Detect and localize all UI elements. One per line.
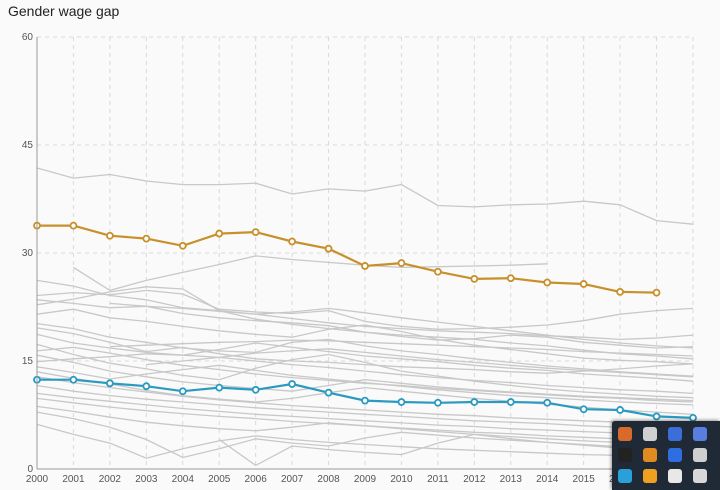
x-tick-label: 2011 [427,474,449,485]
x-tick-label: 2014 [536,474,559,485]
data-point [361,396,369,405]
speaker-icon[interactable] [618,427,632,441]
background-series-line [36,405,694,446]
phone-icon[interactable] [618,448,632,462]
x-tick-label: 2001 [62,474,85,485]
usb-icon[interactable] [693,469,707,483]
data-point [616,287,625,296]
background-series-line [36,411,694,459]
x-tick-label: 2006 [245,474,268,485]
data-point [397,259,406,267]
shield-icon[interactable] [668,469,682,483]
chart-title: Gender wage gap [8,3,120,19]
data-point [470,275,479,283]
background-series-line [36,376,694,426]
bluetooth-icon[interactable] [668,448,682,462]
background-series-line [36,353,694,395]
x-tick-label: 2012 [463,474,486,485]
power-icon[interactable] [643,469,657,483]
data-point [215,383,224,392]
data-point [288,380,297,388]
x-tick-label: 2015 [573,474,596,485]
data-point [433,267,442,276]
x-tick-label: 2010 [390,474,413,485]
data-point [215,229,224,238]
y-tick-label: 0 [27,464,33,475]
y-tick-label: 45 [22,140,34,151]
globe-icon[interactable] [618,469,632,483]
data-point [543,398,552,407]
background-series-line [36,167,694,225]
background-series-line [36,392,694,437]
data-point [178,387,187,396]
data-point [470,398,479,406]
background-series-line [36,333,694,382]
background-series-line [36,289,694,330]
system-tray-popup [612,421,720,490]
data-point [579,405,588,414]
data-point [105,379,114,388]
x-tick-label: 2007 [281,474,304,485]
data-point [324,388,333,397]
data-point [142,382,151,391]
data-point [397,398,406,406]
data-point [251,385,260,394]
background-series-line [36,279,694,341]
x-tick-label: 2013 [500,474,523,485]
axes: 2000 2001 2002 2003 2004 2005 2006 2007 2008 2009… [22,32,705,485]
data-point [506,398,515,406]
data-point [689,413,697,422]
data-point [543,278,552,287]
data-point [579,280,588,288]
background-series-line [36,423,694,459]
data-point [251,228,260,237]
data-point [288,237,297,246]
data-point [652,288,661,297]
data-point [652,412,661,421]
x-tick-label: 2005 [208,474,231,485]
highlighted-series-line [37,224,657,294]
x-tick-label: 2000 [26,474,49,485]
background-series-line [146,348,694,378]
data-point [433,398,442,407]
background-series-line [36,384,694,431]
x-tick-label: 2004 [172,474,195,485]
background-series-line [36,322,694,377]
x-tick-label: 2003 [135,474,158,485]
background-series-line [36,346,694,403]
y-tick-label: 15 [22,356,34,367]
network-icon[interactable] [668,427,682,441]
background-series-line [109,302,694,349]
background-series-line [109,339,694,357]
mouse-icon[interactable] [643,427,657,441]
data-point [105,231,114,240]
background-series [36,167,694,467]
x-tick-label: 2008 [317,474,340,485]
data-point [616,406,625,414]
background-series-line [36,327,694,374]
highlighted-series [33,221,697,422]
volume-icon[interactable] [693,448,707,462]
x-tick-label: 2009 [354,474,377,485]
background-series-line [36,364,694,406]
data-point [69,375,78,384]
y-tick-label: 30 [22,248,34,259]
background-series-line [36,397,694,443]
background-series-line [36,343,694,399]
background-series-line [73,255,548,292]
y-tick-label: 60 [22,32,34,43]
data-point [506,274,515,283]
background-series-line [36,308,694,365]
data-point [178,241,187,250]
display-icon[interactable] [693,427,707,441]
data-point [324,244,333,253]
data-point [142,234,151,243]
background-series-line [36,354,694,402]
archive-icon[interactable] [643,448,657,462]
data-point [69,221,78,230]
data-point [361,262,369,270]
x-tick-label: 2002 [99,474,122,485]
background-series-line [36,286,694,360]
